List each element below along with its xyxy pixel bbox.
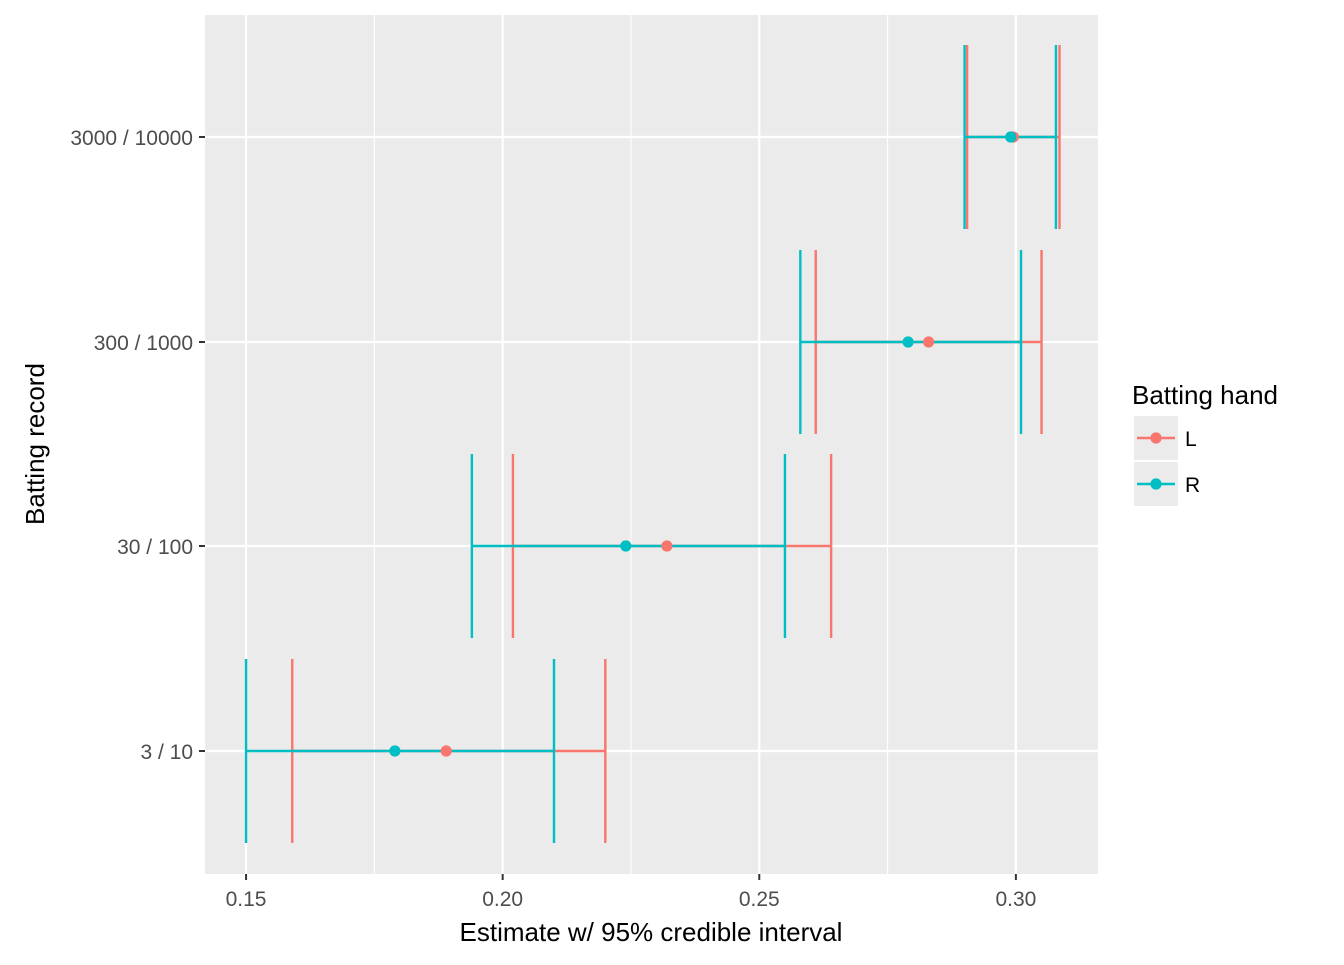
x-tick-label: 0.25 (739, 888, 780, 911)
y-axis: 3 / 10 30 / 100 300 / 1000 3000 / 10000 (70, 127, 205, 764)
data-point (389, 745, 401, 757)
legend-label: R (1185, 474, 1200, 497)
data-point (902, 336, 914, 348)
data-point (923, 336, 935, 348)
series-layer (244, 45, 1061, 843)
x-axis: 0.15 0.20 0.25 0.30 (226, 874, 1036, 911)
legend-item-R: R (1134, 462, 1200, 506)
y-tick-label: 30 / 100 (117, 536, 193, 559)
y-tick-label: 3000 / 10000 (70, 127, 193, 150)
grid-minor (373, 15, 889, 874)
x-tick-label: 0.30 (995, 888, 1036, 911)
legend-label: L (1185, 428, 1197, 451)
data-point (620, 540, 632, 552)
plot-panel (205, 15, 1098, 874)
legend-key-point (1150, 432, 1162, 444)
data-point (661, 540, 673, 552)
x-axis-title: Estimate w/ 95% credible interval (460, 917, 843, 947)
legend: Batting hand LR (1132, 380, 1278, 506)
y-tick-label: 300 / 1000 (94, 332, 193, 355)
points-R (389, 131, 1017, 757)
data-point (1005, 131, 1017, 143)
legend-item-L: L (1134, 416, 1197, 460)
legend-title: Batting hand (1132, 380, 1278, 410)
data-point (440, 745, 452, 757)
x-tick-label: 0.15 (226, 888, 267, 911)
points-L (440, 131, 1019, 757)
y-tick-label: 3 / 10 (140, 741, 193, 764)
y-axis-title: Batting record (20, 363, 50, 525)
x-tick-label: 0.20 (482, 888, 523, 911)
legend-key-point (1150, 478, 1162, 490)
